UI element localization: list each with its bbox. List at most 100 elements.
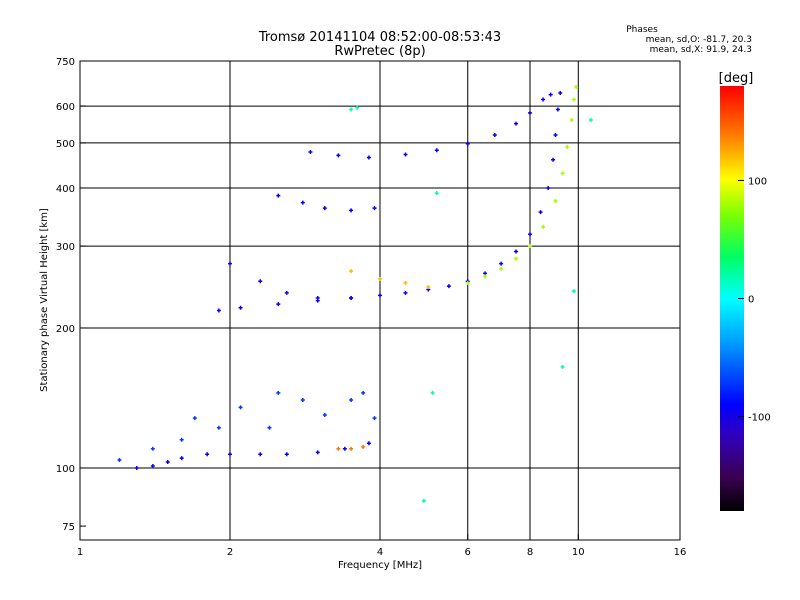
data-point <box>349 107 354 112</box>
data-point <box>284 290 289 295</box>
phase-stats-heading: Phases <box>626 25 658 35</box>
data-point <box>555 107 560 112</box>
data-point <box>361 444 366 449</box>
data-point <box>528 232 532 237</box>
data-point <box>179 437 184 442</box>
data-point <box>514 121 519 126</box>
data-point <box>553 198 558 203</box>
data-point <box>434 148 439 153</box>
y-tick-label: 100 <box>56 464 75 475</box>
x-axis-label: Frequency [MHz] <box>338 560 422 571</box>
data-point <box>308 149 313 154</box>
data-point <box>336 153 341 158</box>
data-point <box>284 452 289 457</box>
data-point <box>228 261 232 266</box>
y-tick-label: 75 <box>62 522 75 533</box>
data-point <box>569 118 574 123</box>
data-point <box>372 416 377 421</box>
colorbar-tick-label: 100 <box>748 176 767 187</box>
data-point <box>421 498 426 503</box>
data-point <box>258 279 263 284</box>
data-point <box>499 266 504 271</box>
x-axis: 1 2 4 6 8 10 16 <box>77 534 687 558</box>
y-tick-label: 500 <box>56 139 75 150</box>
data-point <box>216 308 221 313</box>
data-point <box>238 405 243 410</box>
data-point <box>574 84 579 89</box>
data-point <box>366 155 371 160</box>
colorbar-tick-label: 0 <box>748 295 754 306</box>
data-point <box>514 249 519 254</box>
phase-stats-o: mean, sd,O: -81.7, 20.3 <box>646 35 752 45</box>
colorbar-ticks: 100 0 -100 <box>738 176 771 424</box>
x-tick-label: 8 <box>527 547 533 558</box>
data-point <box>349 208 354 213</box>
data-point <box>538 210 543 215</box>
data-point <box>465 141 470 146</box>
data-point <box>430 390 435 395</box>
y-tick-label: 750 <box>56 57 75 68</box>
data-point <box>349 446 354 451</box>
data-point <box>465 280 470 285</box>
data-point <box>336 446 341 451</box>
data-point <box>300 398 305 403</box>
y-tick-label: 200 <box>56 324 75 335</box>
grid-lines <box>80 61 680 540</box>
data-point <box>378 276 382 281</box>
data-point <box>571 289 576 294</box>
data-point <box>117 458 122 463</box>
data-points <box>117 84 593 503</box>
data-point <box>551 157 556 162</box>
data-point <box>361 390 366 395</box>
data-point <box>276 390 281 395</box>
data-point <box>492 132 497 137</box>
data-point <box>366 441 371 446</box>
data-point <box>205 452 210 457</box>
data-point <box>134 465 139 470</box>
data-point <box>315 295 320 300</box>
data-point <box>165 459 170 464</box>
x-tick-label: 16 <box>674 547 687 558</box>
chart-subtitle: RwPretec (8p) <box>334 44 425 59</box>
x-tick-label: 2 <box>227 547 233 558</box>
data-point <box>541 97 546 102</box>
x-tick-label: 4 <box>377 547 383 558</box>
data-point <box>434 191 439 196</box>
data-point <box>483 274 488 279</box>
data-point <box>378 293 382 298</box>
data-point <box>528 244 532 249</box>
data-point <box>541 224 546 229</box>
data-point <box>571 97 576 102</box>
phase-stats-x: mean, sd,X: 91.9, 24.3 <box>650 45 752 55</box>
data-point <box>403 152 408 157</box>
data-point <box>546 185 551 190</box>
data-point <box>499 261 504 266</box>
data-point <box>300 200 305 205</box>
data-point <box>355 105 360 110</box>
x-tick-label: 1 <box>77 547 83 558</box>
data-point <box>150 463 155 468</box>
data-point <box>588 118 593 123</box>
data-point <box>179 456 184 461</box>
data-point <box>446 284 451 289</box>
colorbar-tick-label: -100 <box>748 413 771 424</box>
data-point <box>238 305 243 310</box>
data-point <box>315 450 320 455</box>
data-point <box>192 416 197 421</box>
data-point <box>514 256 519 261</box>
data-point <box>553 132 558 137</box>
data-point <box>322 206 327 211</box>
data-point <box>426 284 431 289</box>
y-tick-label: 400 <box>56 184 75 195</box>
data-point <box>528 110 532 115</box>
data-point <box>548 92 553 97</box>
data-point <box>372 206 377 211</box>
data-point <box>349 295 354 300</box>
data-point <box>258 452 263 457</box>
y-tick-label: 600 <box>56 102 75 113</box>
data-point <box>150 446 155 451</box>
x-tick-label: 10 <box>572 547 585 558</box>
data-point <box>267 425 272 430</box>
y-axis: 75 100 200 300 400 500 600 750 <box>56 57 86 533</box>
